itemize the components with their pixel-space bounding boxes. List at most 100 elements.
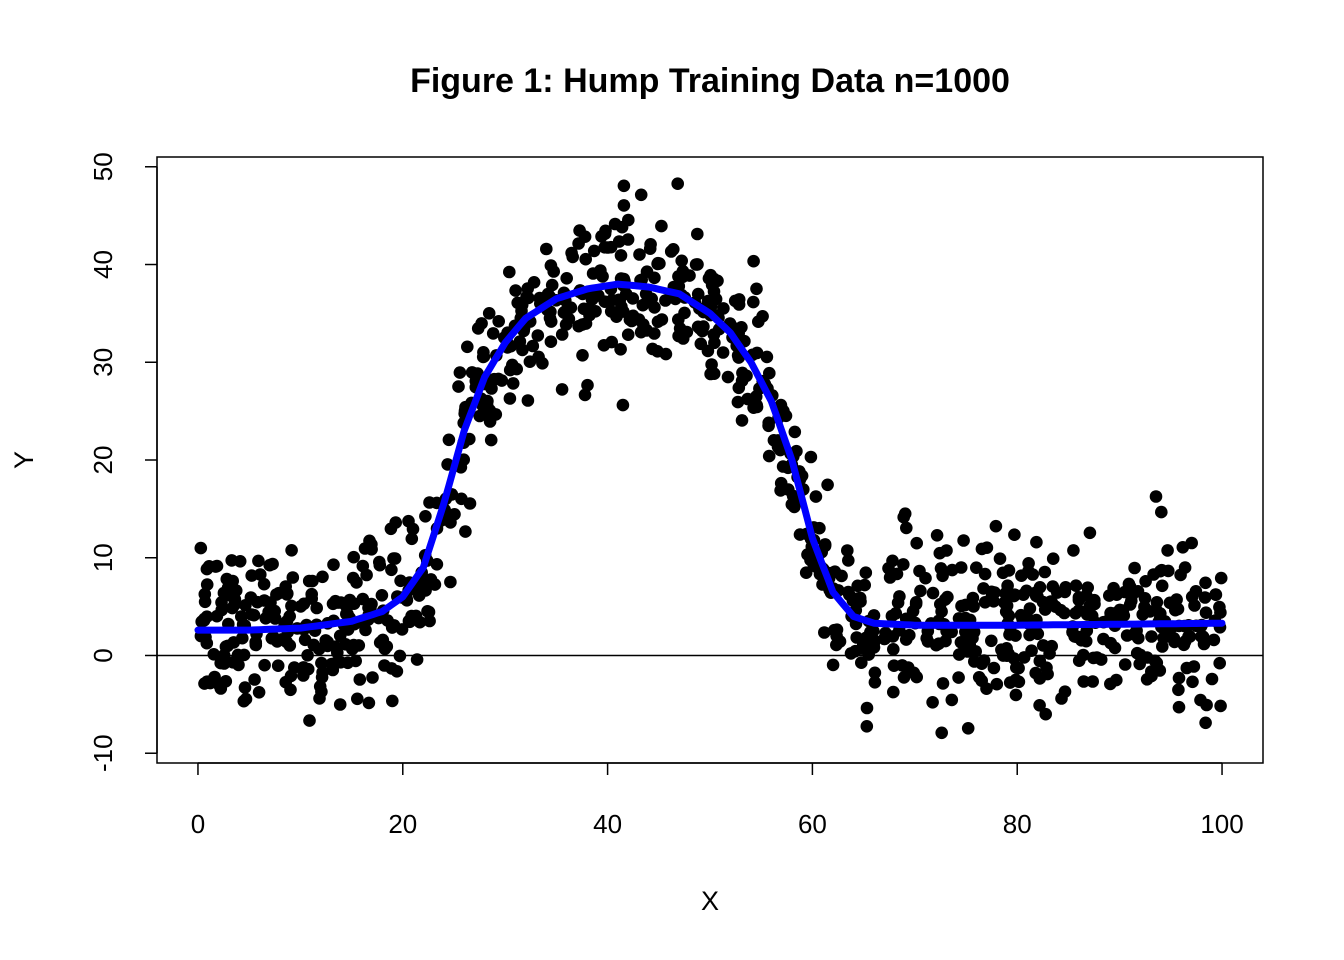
data-point <box>587 244 601 258</box>
data-point <box>217 586 231 600</box>
data-point <box>616 398 630 412</box>
data-point <box>859 566 873 579</box>
y-axis-label: Y <box>9 451 39 469</box>
data-point <box>1129 626 1143 639</box>
data-point <box>373 558 387 572</box>
data-point <box>532 350 545 364</box>
x-tick-label: 80 <box>1003 809 1032 839</box>
data-point <box>989 519 1003 533</box>
data-point <box>485 382 498 395</box>
data-point <box>1046 580 1060 593</box>
data-point <box>1020 584 1033 598</box>
data-point <box>297 661 310 674</box>
data-point <box>503 265 516 279</box>
data-point <box>860 701 874 715</box>
data-point <box>1155 579 1169 593</box>
data-point <box>1086 675 1099 688</box>
data-point <box>385 563 398 577</box>
data-point <box>1176 541 1190 554</box>
data-point <box>1199 606 1213 619</box>
data-point <box>1207 633 1221 647</box>
data-point <box>327 558 340 571</box>
data-point <box>821 478 834 492</box>
data-point <box>648 327 661 340</box>
data-point <box>365 543 378 556</box>
data-point <box>1209 588 1223 601</box>
data-point <box>471 367 484 380</box>
data-point <box>560 272 573 285</box>
data-point <box>1172 671 1186 685</box>
data-point <box>1109 607 1123 621</box>
data-point <box>471 322 485 335</box>
data-point <box>750 282 763 296</box>
data-point <box>841 544 854 557</box>
y-tick-label: 10 <box>88 543 118 572</box>
data-point <box>993 552 1007 565</box>
data-point <box>887 685 900 699</box>
data-point <box>334 656 348 669</box>
data-point <box>621 328 635 342</box>
data-point <box>306 574 319 588</box>
data-point <box>818 538 832 551</box>
data-point <box>788 496 802 510</box>
data-point <box>749 390 763 403</box>
data-point <box>868 666 882 680</box>
data-point <box>503 392 517 405</box>
data-point <box>939 634 952 648</box>
data-point <box>1199 576 1212 590</box>
data-point <box>1118 585 1132 599</box>
data-point <box>1125 594 1138 608</box>
data-point <box>1199 716 1212 730</box>
data-point <box>1195 630 1208 643</box>
data-point <box>264 596 277 609</box>
data-point <box>1155 505 1168 519</box>
data-point <box>696 324 709 338</box>
data-point <box>559 318 573 331</box>
data-point <box>226 656 240 669</box>
data-point <box>747 295 760 309</box>
data-point <box>914 584 927 598</box>
data-point <box>405 532 419 546</box>
data-point <box>225 554 238 567</box>
y-tick-label: 20 <box>88 446 118 475</box>
data-point <box>1009 673 1022 687</box>
data-point <box>1066 625 1079 639</box>
data-point <box>543 311 557 325</box>
data-point <box>1000 642 1013 655</box>
x-tick-label: 60 <box>798 809 827 839</box>
data-point <box>286 571 300 584</box>
data-point <box>1036 639 1050 652</box>
data-point <box>691 227 704 241</box>
data-point <box>705 358 718 371</box>
data-point <box>868 676 882 689</box>
data-point <box>1083 526 1097 540</box>
data-point <box>750 346 764 360</box>
data-point <box>283 639 297 652</box>
data-point <box>897 510 910 524</box>
data-point <box>422 605 436 619</box>
data-point <box>961 722 975 735</box>
data-point <box>239 599 252 612</box>
data-point <box>1107 584 1120 598</box>
data-point <box>664 245 678 258</box>
data-point <box>676 332 690 345</box>
data-point <box>1072 591 1086 604</box>
data-point <box>818 626 831 639</box>
data-point <box>897 671 911 684</box>
data-point <box>1022 557 1035 570</box>
data-point <box>202 560 216 573</box>
data-point <box>1174 568 1187 582</box>
data-point <box>579 252 592 266</box>
data-point <box>228 598 241 611</box>
data-point <box>1004 626 1018 639</box>
data-point <box>645 292 658 306</box>
data-point <box>903 628 916 642</box>
data-point <box>581 378 594 392</box>
data-point <box>347 550 361 564</box>
data-point <box>339 638 352 651</box>
data-point <box>1110 673 1123 687</box>
data-point <box>305 592 319 605</box>
data-point <box>484 433 498 447</box>
data-point <box>801 548 814 561</box>
data-point <box>1009 688 1023 702</box>
